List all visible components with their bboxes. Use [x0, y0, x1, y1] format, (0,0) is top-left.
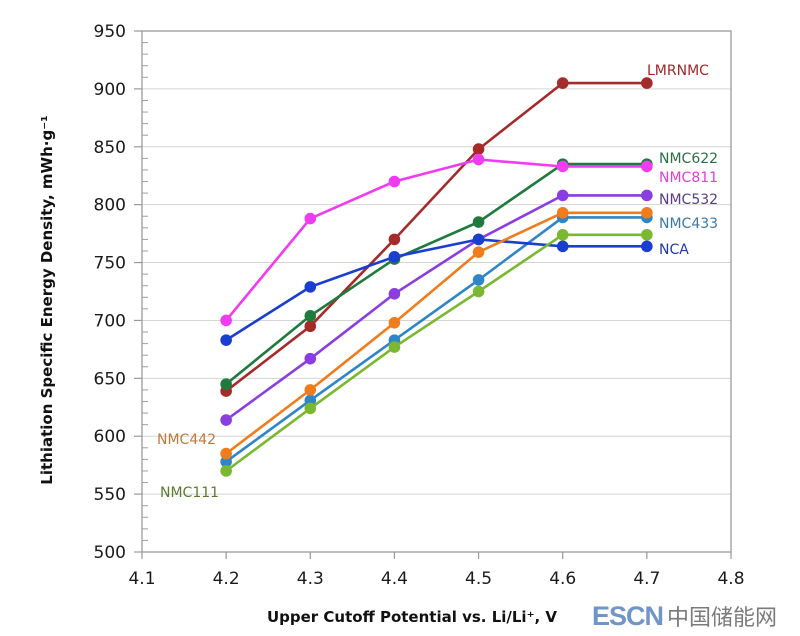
series-line: [225, 211, 647, 455]
data-point: [220, 465, 232, 477]
data-point: [304, 310, 317, 322]
x-tick-label: 4.7: [633, 569, 660, 589]
data-point: [556, 240, 569, 253]
series-label-nmc433: NMC433: [659, 216, 718, 232]
data-point: [472, 153, 485, 166]
series-label-nmc442: NMC442: [157, 432, 216, 448]
data-point: [472, 285, 485, 298]
series-line: [225, 158, 647, 322]
y-tick-label: 650: [94, 369, 126, 389]
data-point: [220, 314, 232, 327]
data-point: [472, 233, 485, 246]
series-label-nmc111: NMC111: [160, 485, 219, 501]
series-line: [225, 216, 647, 463]
data-point: [304, 402, 317, 415]
data-point: [556, 228, 569, 241]
watermark-latin: ESCN: [592, 600, 664, 631]
series-nmc442: [220, 206, 653, 460]
y-tick-label: 550: [94, 485, 126, 505]
x-tick-label: 4.8: [717, 569, 744, 589]
series-label-nmc811: NMC811: [659, 170, 718, 186]
series-labels: LMRNMC NMC622 NMC811 NMC532 NMC433 NCA NMC442 N…: [157, 63, 718, 501]
data-point: [220, 414, 232, 426]
series-nca: [220, 233, 653, 346]
series-label-lmrnmc: LMRNMC: [647, 63, 709, 79]
series-label-nmc532: NMC532: [659, 192, 718, 208]
series-lmrnmc: [220, 77, 653, 397]
y-tick-label: 900: [94, 80, 126, 100]
x-axis-ticks: 4.1 4.2 4.3 4.4 4.5 4.6 4.7 4.8: [128, 552, 745, 589]
x-tick-label: 4.6: [549, 569, 576, 589]
y-axis-title: Lithiation Specific Energy Density, mWh·…: [38, 115, 56, 484]
data-point: [304, 384, 317, 396]
y-tick-label: 500: [94, 543, 126, 563]
series-nmc111: [220, 228, 653, 477]
gridlines: [142, 88, 731, 495]
data-point: [641, 160, 653, 173]
y-axis-ticks: 500 550 600 650 700 750 800 850 900 950: [94, 22, 142, 563]
y-tick-label: 800: [94, 196, 126, 216]
x-tick-label: 4.3: [297, 569, 324, 589]
data-point: [304, 352, 317, 365]
x-tick-label: 4.1: [128, 569, 155, 589]
data-point: [556, 206, 569, 219]
data-point: [304, 320, 317, 333]
y-tick-label: 850: [94, 138, 126, 158]
data-point: [388, 341, 401, 353]
data-point: [304, 281, 317, 293]
y-tick-label: 750: [94, 254, 126, 274]
data-point: [641, 206, 653, 219]
data-point: [641, 189, 653, 202]
data-point: [220, 378, 232, 390]
y-tick-label: 950: [94, 22, 126, 42]
data-point: [304, 394, 317, 407]
data-point: [388, 175, 401, 188]
series-group: [220, 77, 653, 477]
series-line: [225, 194, 647, 422]
x-tick-label: 4.4: [381, 569, 408, 589]
y-tick-label: 600: [94, 427, 126, 447]
data-point: [472, 274, 485, 286]
watermark-cjk: 中国储能网: [667, 606, 778, 631]
data-point: [388, 288, 401, 300]
data-point: [641, 228, 653, 241]
plot-area-border: [141, 30, 732, 553]
series-line: [225, 162, 647, 386]
x-axis-title: Upper Cutoff Potential vs. Li/Li⁺, V: [267, 608, 557, 626]
data-point: [388, 233, 401, 246]
data-point: [641, 77, 653, 89]
watermark-logo: ESCN 中国储能网: [592, 600, 777, 632]
data-point: [556, 77, 569, 89]
data-point: [472, 216, 485, 228]
y-minor-ticks: [142, 42, 148, 541]
series-line: [225, 233, 647, 473]
data-point: [388, 250, 401, 263]
x-tick-label: 4.2: [213, 569, 240, 589]
series-nmc811: [220, 153, 653, 327]
data-point: [220, 455, 232, 468]
data-point: [472, 246, 485, 258]
data-point: [641, 240, 653, 253]
series-line: [225, 81, 647, 393]
data-point: [556, 160, 569, 173]
data-point: [304, 212, 317, 225]
data-point: [220, 447, 232, 460]
data-point: [472, 143, 485, 155]
data-point: [220, 334, 232, 346]
series-line: [225, 238, 647, 342]
series-label-nca: NCA: [659, 242, 689, 258]
data-point: [556, 189, 569, 202]
series-label-nmc622: NMC622: [659, 151, 718, 167]
series-nmc532: [220, 189, 653, 426]
y-tick-label: 700: [94, 311, 126, 331]
x-tick-label: 4.5: [465, 569, 492, 589]
data-point: [388, 316, 401, 329]
